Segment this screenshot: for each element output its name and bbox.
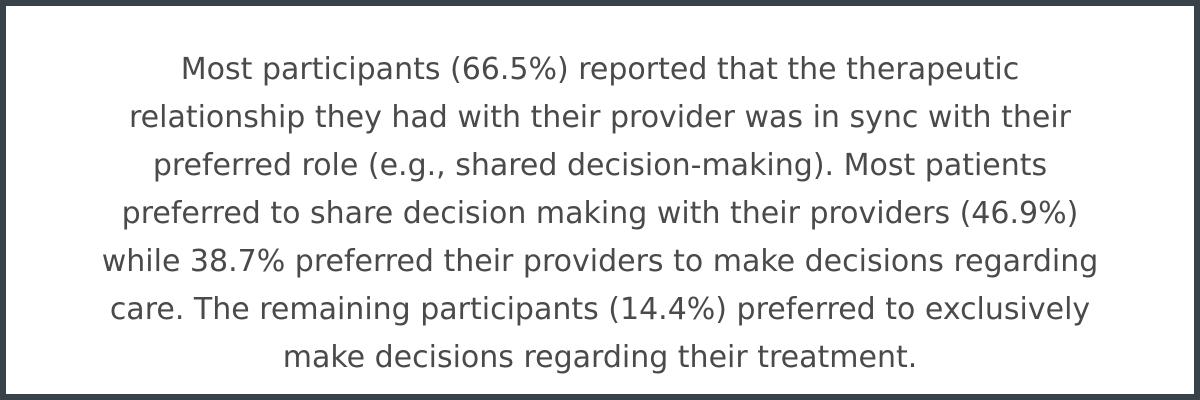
paragraph-line: preferred role (e.g., shared decision-ma… xyxy=(152,148,1048,183)
summary-paragraph: Most participants (66.5%) reported that … xyxy=(46,46,1154,382)
paragraph-line: Most participants (66.5%) reported that … xyxy=(180,52,1020,87)
paragraph-line: make decisions regarding their treatment… xyxy=(282,340,918,375)
paragraph-line: while 38.7% preferred their providers to… xyxy=(101,244,1099,279)
paragraph-line: relationship they had with their provide… xyxy=(128,100,1071,135)
paragraph-line: preferred to share decision making with … xyxy=(121,196,1079,231)
paragraph-line: care. The remaining participants (14.4%)… xyxy=(109,292,1091,327)
